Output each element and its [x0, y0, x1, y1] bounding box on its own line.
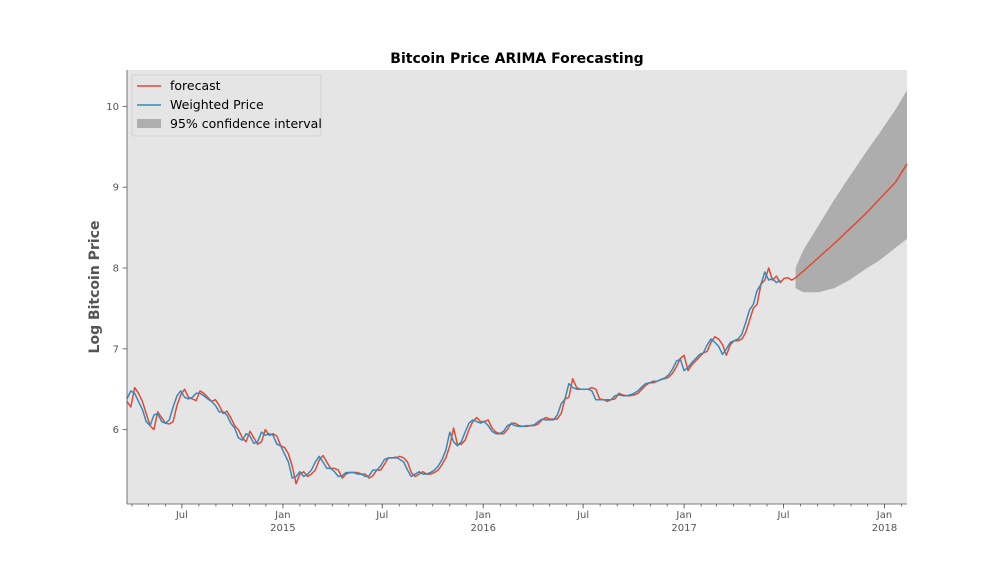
x-tick-label: Jul: [375, 510, 388, 521]
legend-label-confidence-interval: 95% confidence interval: [170, 116, 322, 131]
legend-label-forecast: forecast: [170, 78, 221, 93]
chart-title: Bitcoin Price ARIMA Forecasting: [390, 51, 643, 67]
plot-background: [127, 70, 907, 504]
x-tick-year-label: 2015: [270, 523, 295, 534]
y-tick-label: 6: [113, 425, 119, 436]
x-axis: Jul Jan 2015 Jul Jan 2016 Jul Jan 2017 Jul Jan 2018: [127, 503, 907, 534]
y-axis-label: Log Bitcoin Price: [87, 221, 103, 354]
legend-swatch-confidence-interval: [137, 119, 161, 128]
x-tick-year-label: 2016: [471, 523, 496, 534]
y-tick-label: 7: [113, 344, 119, 355]
legend: forecast Weighted Price 95% confidence i…: [131, 74, 322, 137]
x-tick-year-label: 2017: [671, 523, 696, 534]
y-tick-label: 10: [106, 102, 119, 113]
x-tick-label: Jan: [876, 510, 892, 521]
x-tick-label: Jan: [475, 510, 491, 521]
x-tick-label: Jan: [274, 510, 290, 521]
y-axis: 6 7 8 9 10: [106, 70, 128, 504]
x-tick-label: Jul: [576, 510, 589, 521]
x-tick-label: Jul: [776, 510, 789, 521]
x-tick-year-label: 2018: [872, 523, 897, 534]
series-layer: [126, 163, 908, 485]
x-tick-label: Jan: [675, 510, 691, 521]
x-tick-label: Jul: [175, 510, 188, 521]
confidence-interval-band: [795, 90, 907, 293]
y-tick-label: 8: [113, 264, 119, 275]
legend-box: [131, 74, 322, 137]
legend-label-weighted-price: Weighted Price: [170, 97, 264, 112]
series-line-weighted-price: [126, 271, 781, 479]
y-tick-label: 9: [113, 183, 119, 194]
confidence-band-layer: [795, 90, 907, 293]
